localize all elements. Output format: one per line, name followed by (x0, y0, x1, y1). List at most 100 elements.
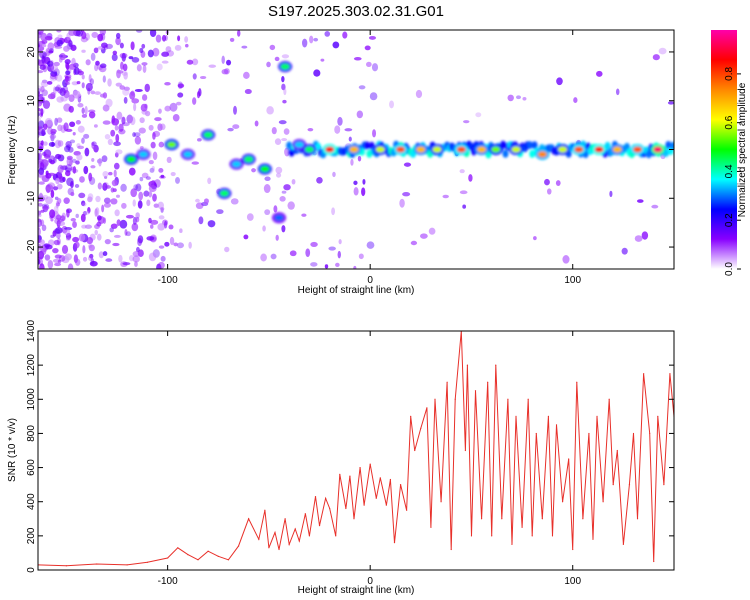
spectrogram-cell (142, 64, 147, 73)
spectrogram-cell (281, 75, 285, 83)
spectrogram-cell (158, 215, 165, 220)
spectrogram-cell (164, 241, 170, 247)
spectrogram-feature (432, 146, 442, 153)
spectrogram-features-layer (124, 61, 674, 224)
spectrogram-cell (41, 194, 49, 200)
spectrogram-cell (94, 229, 99, 236)
snr-point (470, 535, 473, 537)
snr-point (501, 518, 503, 520)
spectrogram-cell (135, 30, 143, 33)
spectrogram-cell (65, 128, 73, 132)
spectrogram-cell (40, 86, 45, 93)
spectrogram-cell (64, 75, 69, 83)
spectrogram-cell (119, 219, 128, 229)
spectrogram-cell (71, 57, 76, 67)
spectrogram-cell (93, 47, 99, 54)
spectrogram-cell (44, 35, 53, 41)
spectrogram-cell (459, 190, 468, 195)
spectrogram-cell (58, 54, 63, 58)
spectrogram-band-cell (288, 148, 295, 157)
snr-point (314, 495, 317, 498)
spectrogram-cell (112, 188, 117, 193)
spectrogram-y-tick-label: -10 (26, 191, 37, 206)
snr-point (440, 501, 442, 503)
spectrogram-cell (71, 158, 77, 164)
spectrogram-cell (42, 141, 48, 146)
spectrogram-cell (324, 31, 331, 37)
spectrogram-cell (103, 202, 111, 208)
spectrogram-cell (442, 194, 449, 199)
spectrogram-cell (78, 192, 86, 199)
spectrogram-cell (91, 31, 99, 39)
spectrogram-cell (172, 113, 180, 122)
spectrogram-cell (66, 155, 73, 161)
spectrogram-cell (47, 185, 54, 191)
spectrogram-cell (609, 190, 613, 198)
spectrogram-cell (50, 189, 55, 198)
spectrogram-cell (143, 190, 150, 197)
spectrogram-cell (121, 52, 126, 62)
spectrogram-y-tick-label: -20 (26, 239, 37, 254)
spectrogram-band-cell (604, 141, 611, 150)
spectrogram-cell (192, 97, 197, 105)
spectrogram-cell (102, 92, 108, 99)
spectrogram-cell (54, 262, 62, 267)
spectrogram-cell (48, 50, 54, 54)
spectrogram-feature (416, 146, 426, 153)
spectrogram-cell (111, 53, 118, 62)
spectrogram-cell (372, 129, 377, 138)
spectrogram-cell (155, 34, 162, 43)
spectrogram-feature (126, 156, 136, 163)
spectrogram-cell (147, 49, 154, 58)
spectrogram-cell (85, 82, 93, 92)
snr-point (258, 538, 260, 540)
spectrogram-cell (54, 196, 59, 201)
spectrogram-cell (88, 255, 94, 261)
spectrogram-cell (59, 53, 67, 61)
spectrogram-cell (197, 138, 202, 142)
spectrogram-cell (70, 181, 74, 189)
spectrogram-cell (243, 71, 250, 79)
snr-point (339, 473, 341, 475)
spectrogram-cell (281, 83, 286, 91)
snr-point (669, 373, 671, 375)
snr-y-tick-label: 1200 (26, 354, 37, 377)
snr-point (393, 542, 396, 544)
spectrogram-cell (195, 202, 204, 210)
colorbar-tick-label: 0.2 (724, 213, 735, 227)
spectrogram-cell (90, 90, 96, 95)
spectrogram-cell (38, 70, 44, 74)
spectrogram-feature (260, 166, 270, 173)
spectrogram-cell (139, 47, 144, 54)
spectrogram-cell (38, 87, 41, 94)
spectrogram-cell (264, 176, 271, 182)
spectrogram-cell (75, 258, 81, 266)
spectrogram-cell (82, 245, 86, 254)
snr-point (592, 538, 594, 540)
spectrogram-cell (47, 239, 55, 247)
spectrogram-cell (41, 128, 46, 137)
spectrogram-cell (65, 170, 71, 177)
spectrogram-cell (139, 145, 144, 150)
spectrogram-cell (52, 186, 59, 191)
spectrogram-cell (179, 228, 183, 234)
snr-y-tick-label: 1400 (26, 319, 37, 342)
spectrogram-cell (94, 91, 101, 95)
spectrogram-cell (134, 88, 143, 92)
spectrogram-cell (364, 45, 371, 51)
spectrogram-cell (358, 85, 366, 90)
spectrogram-cell (81, 74, 85, 80)
spectrogram-cell (38, 126, 41, 131)
spectrogram-cell (64, 73, 72, 79)
spectrogram-cell (49, 134, 57, 139)
spectrogram-cell (82, 256, 88, 262)
snr-point (197, 559, 199, 561)
spectrogram-y-tick-label: 10 (26, 95, 37, 107)
snr-point (349, 475, 351, 477)
snr-point (636, 518, 639, 520)
spectrogram-cell (50, 218, 54, 222)
spectrogram-cell (83, 165, 89, 175)
spectrogram-cell (131, 222, 139, 232)
snr-point (622, 543, 624, 545)
spectrogram-cell (64, 82, 71, 86)
